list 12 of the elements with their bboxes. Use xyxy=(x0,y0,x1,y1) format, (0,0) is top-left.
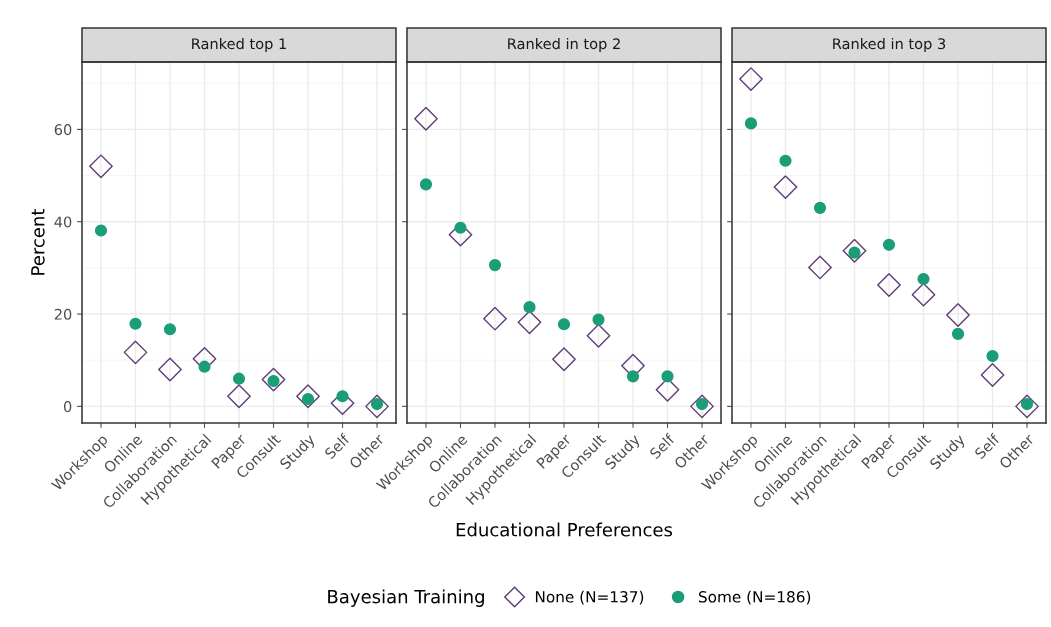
y-axis-title: Percent xyxy=(31,208,45,275)
y-tick-label: 20 xyxy=(54,308,72,320)
chart-title: Ranked top 1 xyxy=(192,37,286,53)
chart-title: Ranked in top 3 xyxy=(833,37,946,53)
legend-label: Some (N=186) xyxy=(698,590,811,605)
legend-title: Bayesian Training xyxy=(328,589,484,607)
y-tick-label: 0 xyxy=(63,401,72,413)
x-axis-title: Educational Preferences xyxy=(456,522,673,537)
legend-label: None (N=137) xyxy=(535,590,644,605)
y-tick-label: 40 xyxy=(54,216,72,228)
y-tick-label: 60 xyxy=(54,124,72,136)
chart-title: Ranked in top 2 xyxy=(508,37,620,53)
